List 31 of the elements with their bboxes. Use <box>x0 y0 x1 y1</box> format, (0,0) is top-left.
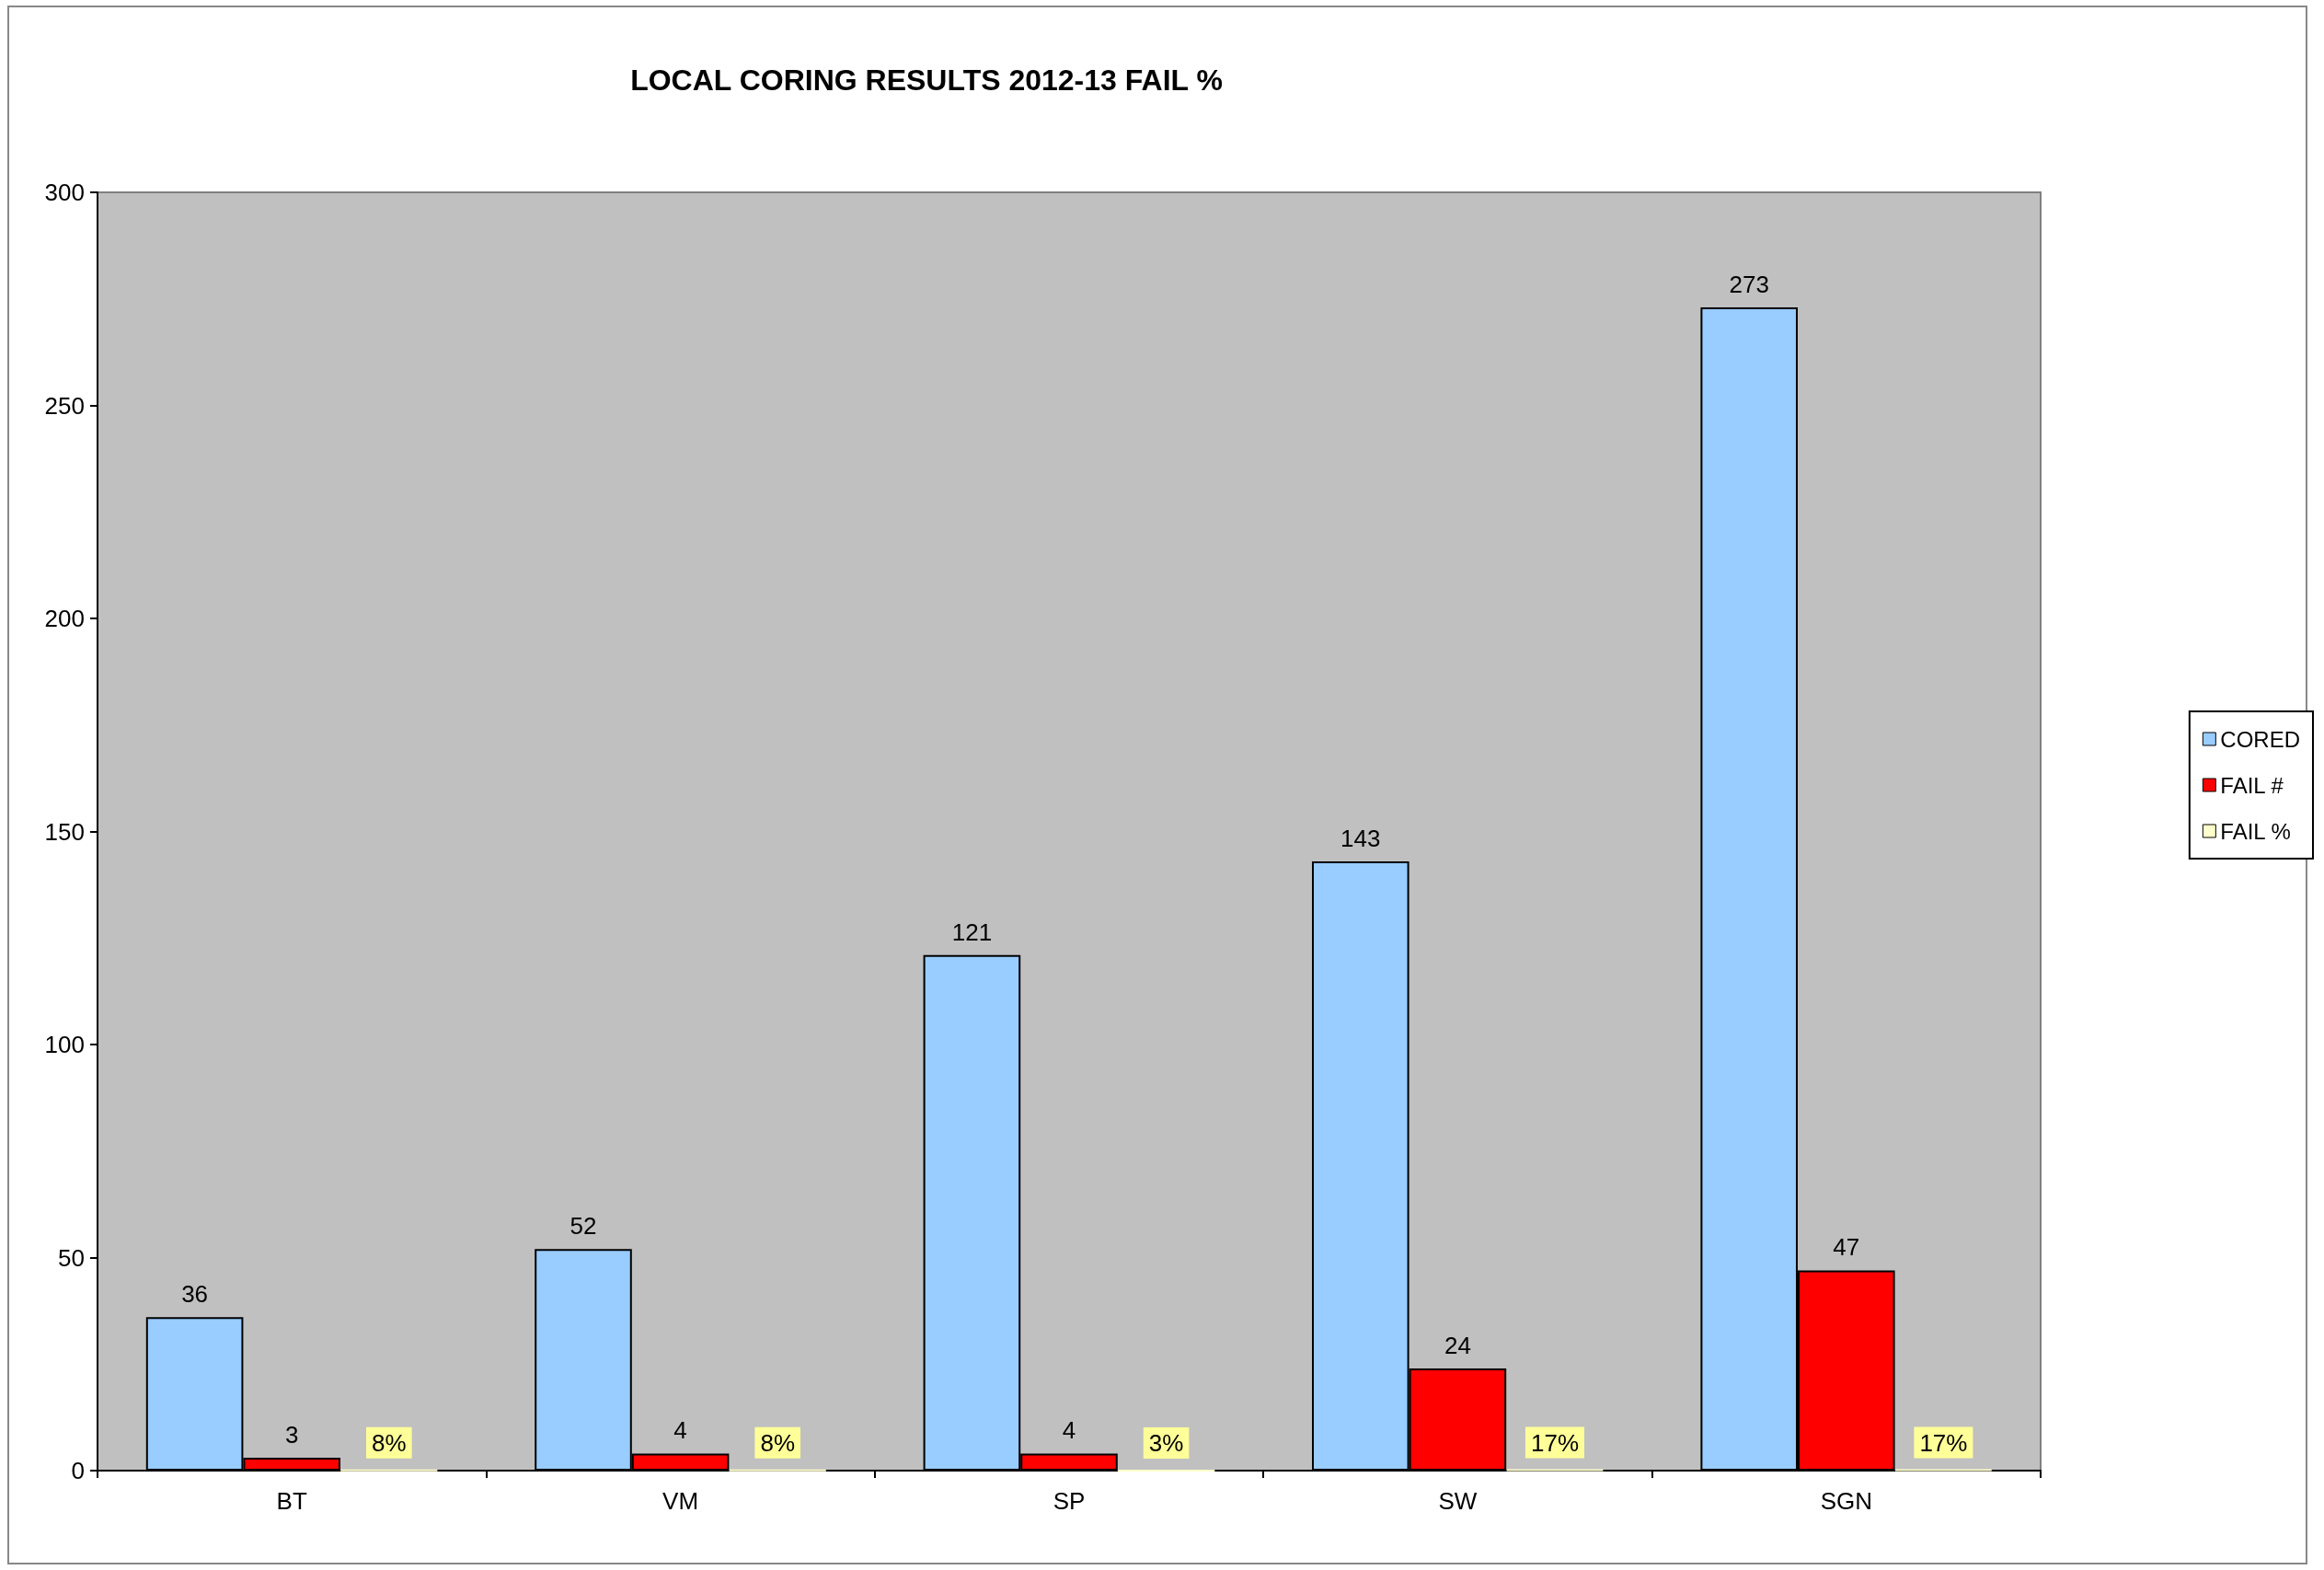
y-tick-label: 100 <box>44 1031 85 1058</box>
data-label: 4 <box>1062 1416 1076 1445</box>
data-label: 17% <box>1530 1428 1580 1457</box>
y-tick-label: 250 <box>44 391 85 420</box>
y-tick-label: 0 <box>71 1457 85 1484</box>
legend-label: FAIL # <box>2220 772 2284 798</box>
chart-title: LOCAL CORING RESULTS 2012-13 FAIL % <box>630 63 1223 97</box>
y-tick-label: 300 <box>44 179 85 206</box>
x-tick-label: SGN <box>1820 1487 1872 1515</box>
data-label: 121 <box>951 918 993 946</box>
data-label: 17% <box>1919 1428 1968 1457</box>
x-tick-label: VM <box>662 1487 699 1515</box>
data-label: 47 <box>1833 1233 1860 1262</box>
data-label: 52 <box>569 1212 597 1241</box>
data-label: 8% <box>372 1428 407 1457</box>
data-label: 36 <box>181 1280 209 1309</box>
x-tick-label: SP <box>1053 1487 1086 1515</box>
data-label: 3% <box>1148 1428 1184 1457</box>
y-tick-label: 150 <box>44 817 85 846</box>
data-label: 143 <box>1340 824 1381 852</box>
x-tick-label: BT <box>276 1487 307 1515</box>
legend-label: CORED <box>2220 726 2300 752</box>
data-label: 8% <box>760 1428 795 1457</box>
data-label: 24 <box>1444 1331 1471 1359</box>
data-label: 4 <box>673 1416 687 1445</box>
data-label: 3 <box>284 1421 299 1449</box>
x-tick-label: SW <box>1438 1487 1478 1515</box>
data-label: 273 <box>1729 271 1769 299</box>
legend-label: FAIL % <box>2220 818 2291 844</box>
y-tick-label: 50 <box>58 1243 85 1272</box>
y-tick-label: 200 <box>44 605 85 632</box>
